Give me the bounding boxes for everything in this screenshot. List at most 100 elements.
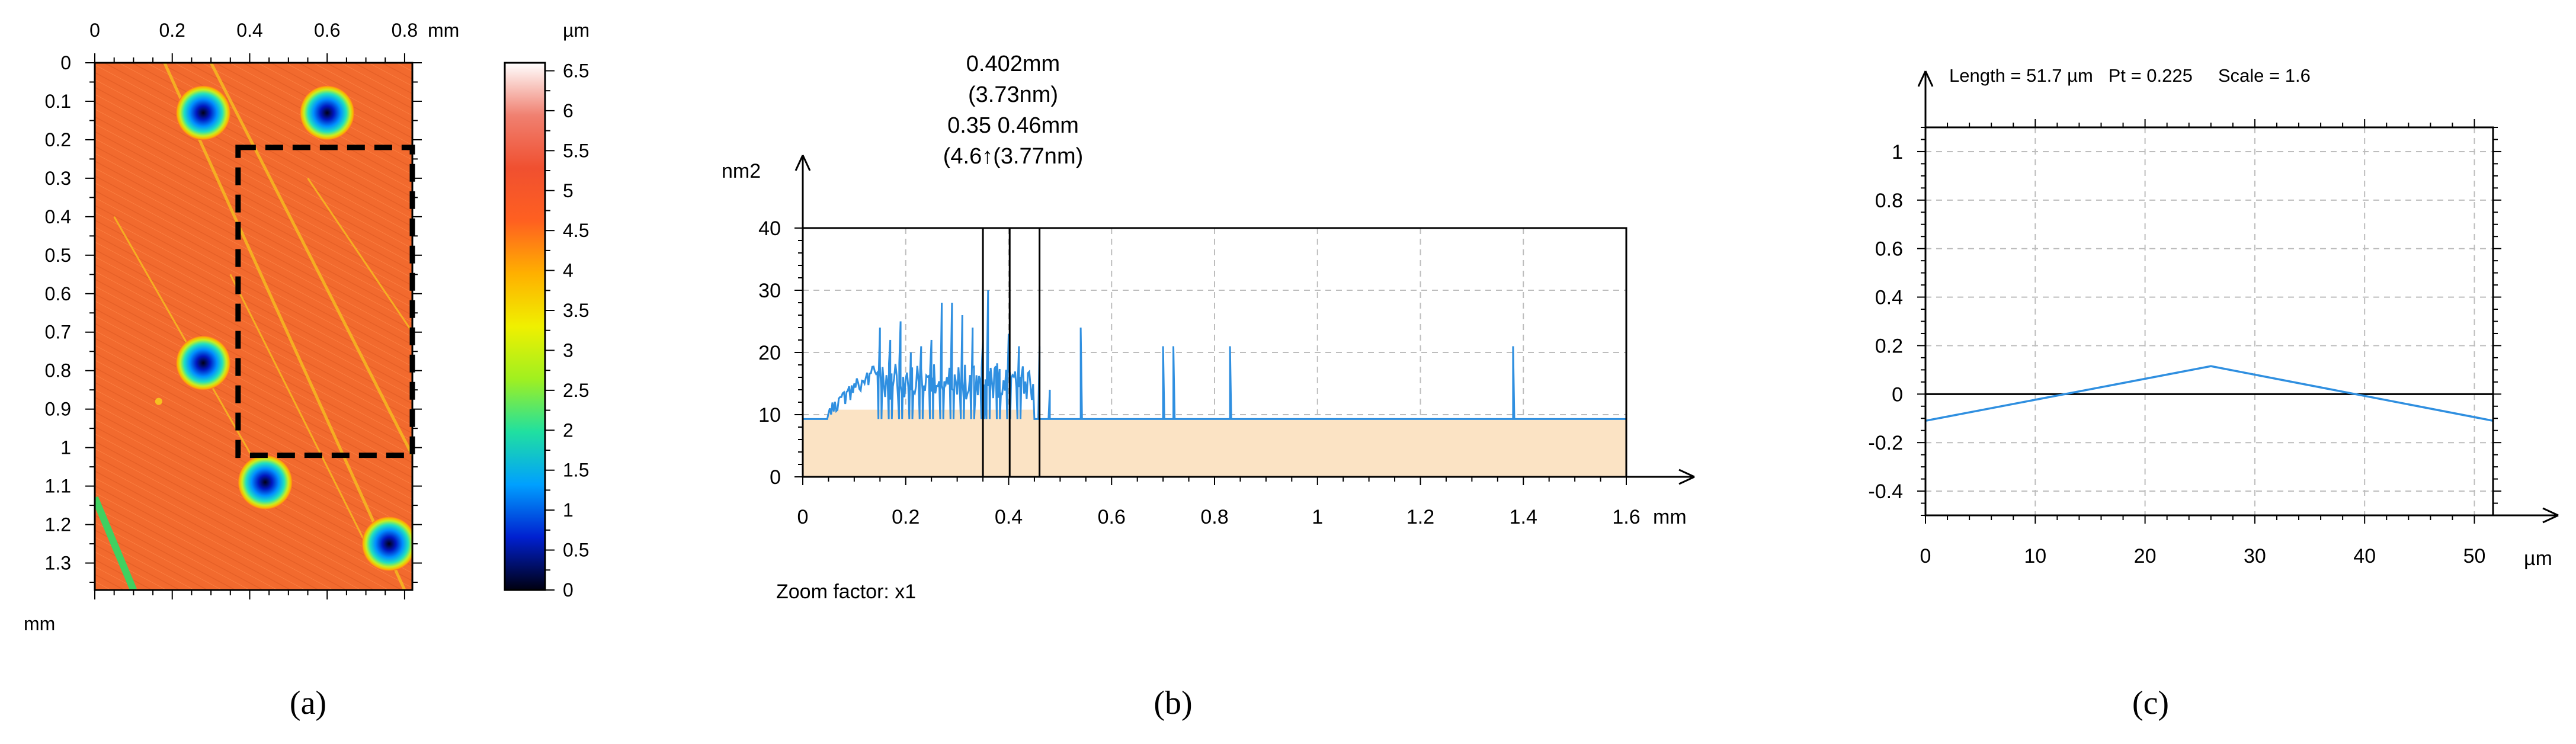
chart-c-y-tick-label: -0.2 — [1868, 432, 1903, 454]
map-x-axis: 0 0.2 0.4 0.6 0.8 — [89, 20, 418, 599]
map-x-unit: mm — [428, 20, 459, 41]
annotation-1: 0.402mm — [966, 52, 1060, 76]
colorbar-tick-label: 1 — [563, 499, 573, 521]
annotation-4: (4.6↑(3.77nm) — [943, 144, 1084, 169]
pit-4 — [238, 455, 293, 510]
selection-rectangle — [235, 145, 415, 458]
chart-c-y-tick-label: -0.4 — [1868, 480, 1903, 503]
chart-b-x-tick-label: 0.8 — [1200, 506, 1228, 528]
pit-1 — [176, 85, 231, 140]
pit-5 — [361, 517, 412, 572]
colorbar-tick-label: 4.5 — [563, 220, 589, 241]
chart-b-x-tick-label: 0.2 — [892, 506, 919, 528]
caption-c: (c) — [2132, 685, 2169, 721]
colorbar-tick-label: 5.5 — [563, 140, 589, 161]
surface-texture — [95, 63, 412, 590]
annotation-2: (3.73nm) — [968, 82, 1058, 107]
chart-b-ylabel: nm2 — [722, 160, 761, 182]
colorbar-tick-label: 3 — [563, 339, 573, 361]
map-y-tick-label: 1.3 — [45, 553, 71, 574]
chart-c-y-tick-label: 1 — [1892, 141, 1903, 163]
chart-b-y-tick-label: 0 — [770, 466, 781, 489]
map-y-tick-label: 0.9 — [45, 399, 71, 420]
edge-feature — [95, 496, 137, 590]
scratch-line — [209, 63, 412, 456]
chart-c-y-tick-label: 0.4 — [1875, 287, 1903, 309]
map-y-tick-label: 0.5 — [45, 245, 71, 266]
scratch-line — [229, 274, 367, 544]
colorbar-tick-label: 5 — [563, 180, 573, 201]
colorbar-tick-label: 1.5 — [563, 460, 589, 481]
colorbar-tick-label: 0 — [563, 579, 573, 601]
map-y-tick-label: 0.7 — [45, 322, 71, 343]
colorbar-unit: µm — [563, 20, 589, 41]
scratch-line — [163, 63, 406, 590]
pit-markers — [176, 85, 412, 572]
chart-c-y-tick-label: 0.8 — [1875, 190, 1903, 212]
chart-c-x-tick-label: 40 — [2353, 545, 2376, 567]
map-y-tick-label: 0.3 — [45, 168, 71, 189]
chart-b-y-tick-label: 10 — [758, 404, 781, 426]
chart-b-axes: 0 0.2 0.4 0.6 0.8 1 1.2 1.4 1.6 0 10 20 30 40 — [758, 155, 1695, 528]
chart-b-line — [803, 290, 1626, 420]
map-y-tick-label: 0.4 — [45, 206, 71, 227]
chart-b-y-tick-label: 30 — [758, 280, 781, 302]
caption-b: (b) — [1154, 685, 1192, 721]
map-x-tick-label: 0.8 — [392, 20, 418, 41]
panel-c-profile-chart: 0 10 20 30 40 50 1 0.8 0.6 0.4 0.2 0 -0.2 -0.4 Length… — [1868, 65, 2559, 721]
chart-c-x-arrow — [2542, 507, 2559, 524]
pit-3 — [176, 335, 231, 390]
chart-b-x-unit: mm — [1653, 506, 1687, 528]
chart-c-profile-line — [1925, 365, 2494, 422]
colorbar-tick-label: 2 — [563, 419, 573, 441]
chart-c-x-tick-label: 0 — [1920, 545, 1931, 567]
colorbar-tick-label: 2.5 — [563, 380, 589, 401]
chart-c-x-tick-label: 30 — [2244, 545, 2266, 567]
chart-b-y-tick-label: 40 — [758, 217, 781, 240]
chart-b-x-tick-label: 0.6 — [1098, 506, 1126, 528]
colorbar-tick-label: 6 — [563, 100, 573, 121]
chart-c-header: Length = 51.7 µm Pt = 0.225 Scale = 1.6 — [1949, 65, 2311, 86]
map-x-tick-label: 0 — [89, 20, 100, 41]
chart-b-y-arrow — [794, 155, 811, 171]
annotation-3: 0.35 0.46mm — [947, 113, 1079, 138]
map-y-unit: mm — [24, 613, 55, 634]
chart-c-x-tick-label: 10 — [2024, 545, 2046, 567]
chart-c-y-tick-label: 0 — [1892, 383, 1903, 406]
chart-c-x-tick-label: 20 — [2134, 545, 2157, 567]
chart-b-x-tick-label: 0.4 — [995, 506, 1023, 528]
chart-c-y-tick-label: 0.6 — [1875, 238, 1903, 261]
map-x-tick-label: 0.2 — [159, 20, 185, 41]
colorbar-tick-label: 3.5 — [563, 300, 589, 321]
colorbar-ticks: 6.5 6 5.5 5 4.5 4 3.5 3 2.5 2 1.5 1 0.5 0 — [545, 60, 589, 601]
chart-c-y-arrow — [1917, 70, 1934, 87]
colorbar-gradient — [504, 62, 546, 591]
chart-c-frame — [1924, 126, 2494, 517]
scratch-line — [307, 178, 412, 333]
map-y-tick-label: 1 — [60, 437, 71, 458]
map-y-tick-label: 0.2 — [45, 129, 71, 150]
map-y-tick-label: 0.6 — [45, 283, 71, 304]
chart-c-x-unit: µm — [2524, 547, 2552, 570]
chart-b-fill — [803, 409, 1626, 477]
colorbar-tick-label: 0.5 — [563, 540, 589, 561]
map-x-tick-label: 0.4 — [236, 20, 262, 41]
map-x-tick-label: 0.6 — [314, 20, 340, 41]
chart-c-y-tick-label: 0.2 — [1875, 335, 1903, 357]
pit-2 — [300, 85, 355, 140]
scratch-lines — [95, 63, 412, 590]
chart-c-x-tick-label: 50 — [2463, 545, 2486, 567]
surface-map — [95, 63, 412, 590]
chart-b-y-tick-label: 20 — [758, 342, 781, 364]
chart-b-x-tick-label: 1 — [1312, 506, 1323, 528]
map-y-tick-label: 0 — [60, 52, 71, 73]
chart-b-x-arrow — [1678, 469, 1695, 485]
surface-map-frame — [94, 62, 414, 591]
chart-b-x-tick-label: 0 — [797, 506, 809, 528]
map-y-tick-label: 1.2 — [45, 514, 71, 535]
colorbar: µm 6.5 6 5.5 5 4.5 4 3.5 3 2.5 2 1.5 1 0.5 0 — [504, 20, 589, 601]
zoom-factor-label: Zoom factor: x1 — [776, 581, 916, 603]
map-y-tick-label: 0.8 — [45, 360, 71, 381]
